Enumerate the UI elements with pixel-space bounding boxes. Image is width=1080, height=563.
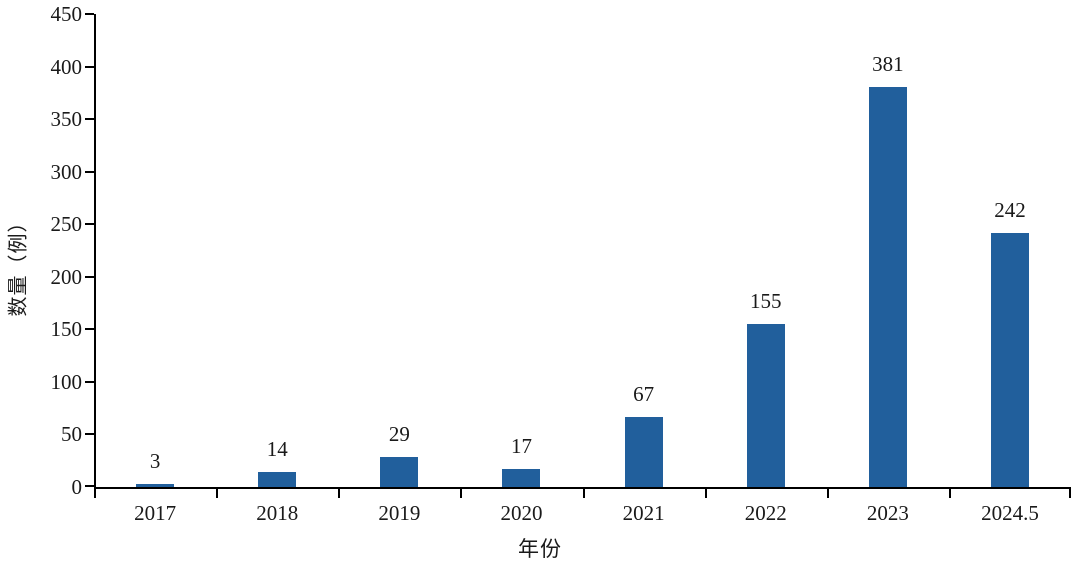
bar bbox=[868, 86, 907, 487]
y-tick-label: 400 bbox=[50, 54, 83, 79]
bar-value-label: 381 bbox=[872, 51, 904, 76]
x-tick-mark bbox=[582, 489, 585, 498]
y-tick-label: 150 bbox=[50, 317, 83, 342]
y-tick-label: 0 bbox=[71, 475, 83, 499]
x-tick-label: 2019 bbox=[378, 501, 421, 525]
bar bbox=[502, 469, 541, 487]
x-tick-mark bbox=[948, 489, 951, 498]
x-tick-mark bbox=[216, 489, 219, 498]
bar bbox=[136, 483, 175, 487]
y-tick-label: 250 bbox=[50, 212, 83, 237]
x-tick-mark bbox=[338, 489, 341, 498]
y-tick-mark bbox=[85, 170, 94, 173]
y-tick-mark bbox=[85, 485, 94, 487]
y-tick-label: 50 bbox=[61, 422, 82, 447]
x-tick-label: 2023 bbox=[866, 501, 909, 525]
x-tick-mark bbox=[704, 489, 707, 498]
bar bbox=[624, 416, 663, 487]
bar-value-label: 17 bbox=[510, 434, 532, 459]
x-tick-mark bbox=[1069, 489, 1071, 498]
x-tick-mark bbox=[94, 489, 96, 498]
x-tick-label: 2017 bbox=[134, 501, 177, 525]
x-tick-mark bbox=[826, 489, 829, 498]
bar-value-label: 29 bbox=[388, 421, 410, 446]
bar-value-label: 3 bbox=[149, 448, 161, 473]
bar bbox=[258, 472, 297, 487]
x-tick-label: 2018 bbox=[256, 501, 299, 525]
y-tick-label: 300 bbox=[50, 159, 83, 184]
x-tick-label: 2020 bbox=[500, 501, 543, 525]
y-tick-mark bbox=[85, 433, 94, 436]
x-tick-label: 2022 bbox=[744, 501, 787, 525]
bar bbox=[380, 456, 419, 487]
bar bbox=[746, 324, 785, 487]
bar-value-label: 242 bbox=[994, 197, 1026, 222]
y-tick-mark bbox=[85, 65, 94, 68]
y-tick-mark bbox=[85, 13, 94, 15]
bar-value-label: 67 bbox=[633, 381, 655, 406]
bar-value-label: 155 bbox=[749, 289, 782, 314]
plot-area: 3 14 29 17 67 155 381 242 bbox=[85, 13, 1071, 498]
x-tick-mark bbox=[460, 489, 463, 498]
y-tick-mark bbox=[85, 223, 94, 226]
y-tick-mark bbox=[85, 275, 94, 278]
y-axis-line bbox=[94, 14, 96, 487]
y-tick-label: 200 bbox=[50, 264, 83, 289]
y-tick-label: 350 bbox=[50, 107, 83, 132]
y-tick-mark bbox=[85, 328, 94, 331]
x-tick-label: 2024.5 bbox=[981, 501, 1039, 525]
y-tick-mark bbox=[85, 118, 94, 121]
y-tick-label: 450 bbox=[50, 2, 83, 26]
y-tick-mark bbox=[85, 380, 94, 383]
bar bbox=[990, 232, 1029, 487]
bar-value-label: 14 bbox=[266, 437, 288, 462]
x-axis-line bbox=[94, 487, 1071, 489]
x-tick-label: 2021 bbox=[622, 501, 665, 525]
y-tick-label: 100 bbox=[50, 369, 83, 394]
x-axis-title: 年份 bbox=[518, 537, 562, 561]
